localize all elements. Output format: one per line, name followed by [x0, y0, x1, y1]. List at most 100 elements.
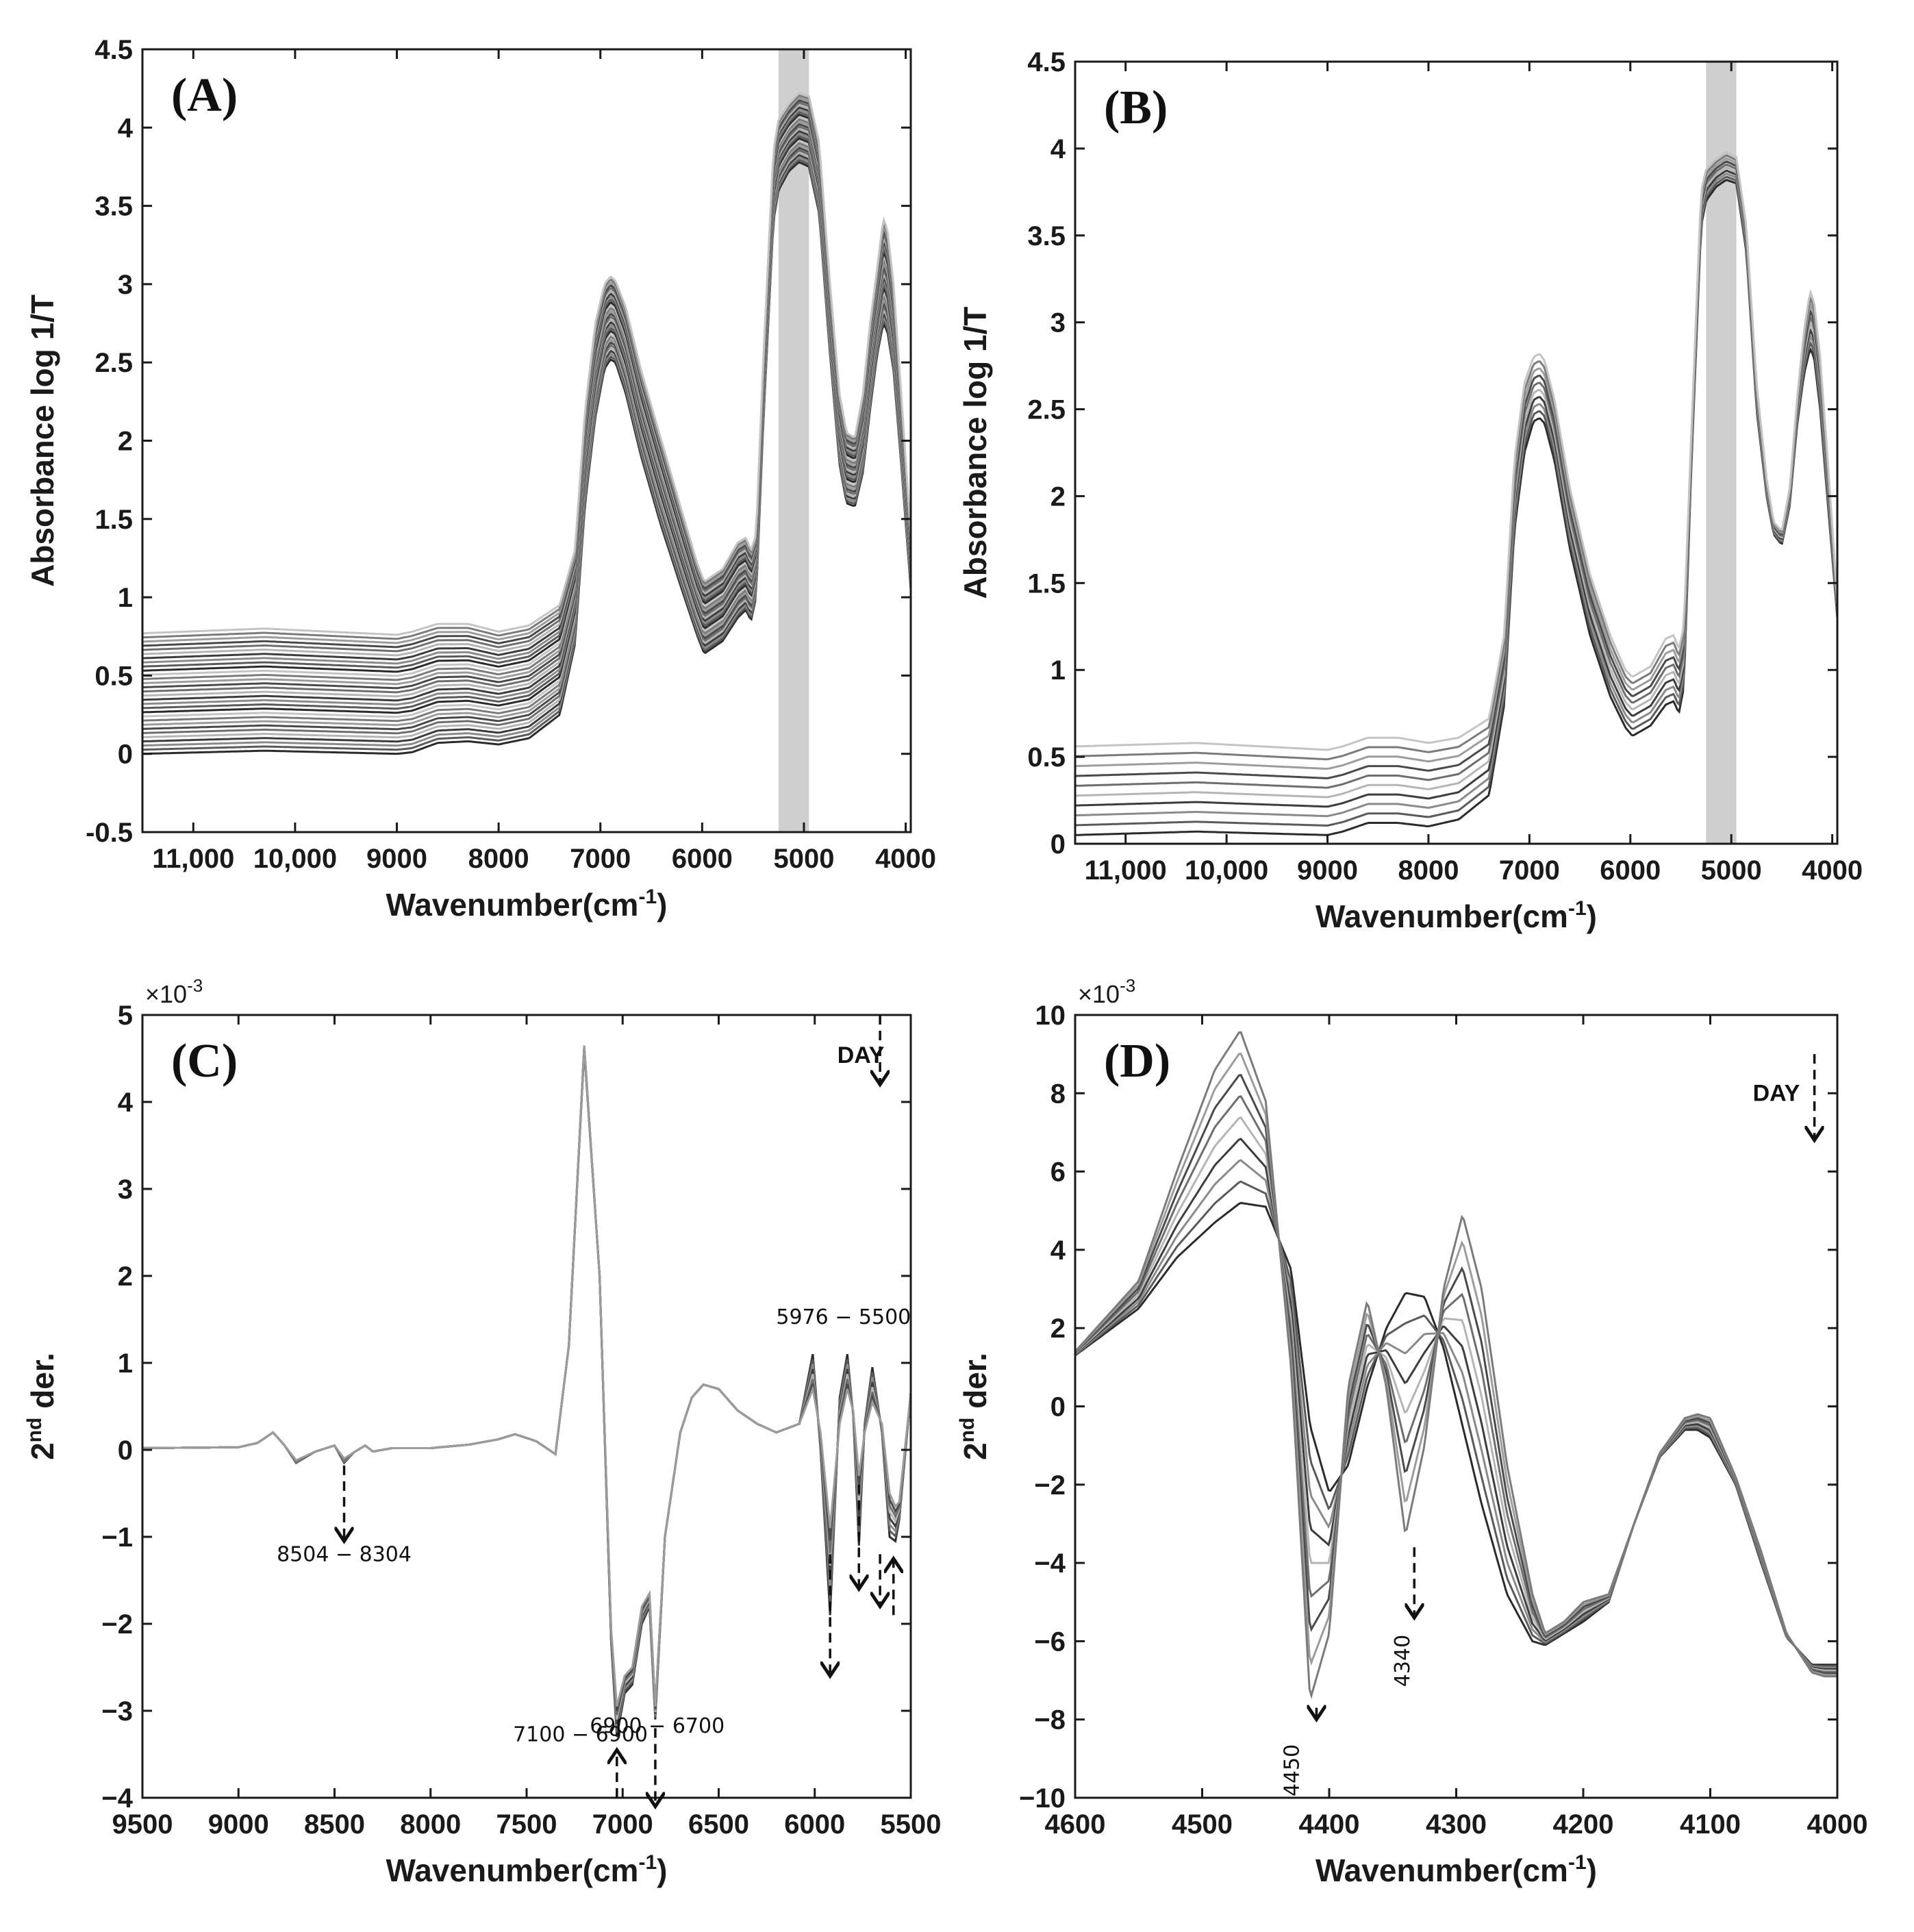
x-axis-label: Wavenumber(cm-1)	[386, 1851, 668, 1888]
y-tick-label: −2	[1034, 1470, 1066, 1501]
plot-frame	[141, 1014, 912, 1799]
y-axis-label: Absorbance log 1/T	[25, 294, 60, 587]
x-tick-label: 9000	[366, 844, 427, 874]
series-line	[142, 1046, 911, 1716]
y-tick-label: 0	[118, 1435, 133, 1466]
y-tick-label: 2.5	[1027, 395, 1066, 425]
series-line	[142, 1047, 911, 1720]
y-multiplier: ×10-3	[1078, 975, 1135, 1008]
y-tick-label: 1	[118, 583, 133, 613]
y-tick-label: 1	[1050, 655, 1066, 686]
panel-label: (B)	[1104, 81, 1168, 134]
series-line	[142, 158, 911, 751]
series-line	[142, 111, 911, 669]
series-line	[142, 116, 911, 677]
series-line	[1075, 166, 1837, 799]
y-tick-label: 3	[1050, 308, 1066, 338]
series-line	[1075, 179, 1837, 836]
series-line	[1075, 160, 1837, 779]
x-tick-label: 11,000	[152, 844, 234, 874]
x-tick-label: 4000	[875, 844, 936, 874]
x-tick-label: 9500	[112, 1809, 173, 1840]
x-axis-label: Wavenumber(cm-1)	[1315, 1851, 1597, 1888]
series-line	[142, 113, 911, 673]
x-tick-label: 6000	[672, 844, 733, 874]
series-line	[142, 1049, 911, 1733]
x-tick-label: 7000	[570, 844, 631, 874]
x-tick-label: 5000	[1701, 855, 1762, 886]
y-tick-label: -0.5	[86, 818, 133, 848]
plot-frame	[1074, 1014, 1839, 1799]
x-tick-label: 10,000	[253, 844, 337, 874]
series-line	[142, 106, 911, 661]
panel-label: (A)	[171, 69, 238, 122]
y-tick-label: 4	[118, 1088, 134, 1118]
annotation-label: 6900 − 6700	[590, 1714, 725, 1738]
annotation-label: 4340	[1391, 1635, 1415, 1687]
annotation-label: 8504 − 8304	[277, 1543, 412, 1567]
x-tick-label: 10,000	[1185, 855, 1268, 886]
panel-d: 4600 4500 4400 4300 4200 4100 4000 −10 −8 −6 −4 −2 0…	[956, 975, 1867, 1888]
series-line	[1075, 173, 1837, 818]
y-tick-label: 0	[118, 740, 133, 770]
y-tick-label: 4	[1050, 1235, 1066, 1266]
x-tick-label: 4000	[1802, 855, 1863, 886]
series-line	[1075, 1159, 1837, 1669]
series-line	[1075, 1180, 1837, 1668]
y-tick-label: 2	[1050, 481, 1066, 512]
x-tick-label: 4500	[1172, 1809, 1233, 1840]
x-tick-label: 9000	[208, 1809, 269, 1840]
y-tick-label: −4	[1034, 1548, 1066, 1579]
x-tick-label: 6000	[784, 1809, 845, 1840]
x-tick-label: 8500	[304, 1809, 365, 1840]
series-line	[1075, 1201, 1837, 1666]
series-line	[142, 140, 911, 718]
y-tick-label: 1.5	[1027, 568, 1066, 599]
y-tick-label: 4	[1050, 134, 1066, 164]
day-label: DAY	[838, 1042, 885, 1068]
series-line	[142, 130, 911, 702]
series-line	[142, 149, 911, 735]
series-line	[142, 101, 911, 653]
series-line	[142, 1048, 911, 1729]
y-tick-label: 2.5	[95, 348, 133, 378]
series-line	[1075, 1116, 1837, 1672]
y-tick-label: −10	[1019, 1783, 1066, 1814]
y-tick-label: 3.5	[95, 192, 133, 222]
annotation-label: 4450	[1280, 1744, 1304, 1796]
series-line	[142, 156, 911, 747]
plot-frame	[1074, 60, 1839, 845]
y-tick-label: 0.5	[1027, 742, 1066, 773]
series-group	[142, 92, 911, 755]
annotation-label: 7100 − 6900	[513, 1722, 648, 1746]
x-tick-label: 4300	[1426, 1809, 1487, 1840]
series-line	[142, 92, 911, 636]
series-line	[142, 118, 911, 681]
series-group	[142, 1045, 911, 1737]
series-line	[142, 103, 911, 657]
y-tick-label: 3	[118, 1175, 133, 1205]
x-axis-label: Wavenumber(cm-1)	[1315, 897, 1597, 934]
x-tick-label: 4200	[1553, 1809, 1614, 1840]
series-line	[1075, 1074, 1837, 1674]
panel-a: 11,000 10,000 9000 8000 7000 6000 5000 4000 -0.5…	[25, 35, 936, 923]
series-line	[142, 1047, 911, 1724]
series-line	[142, 132, 911, 706]
y-tick-label: 6	[1050, 1157, 1066, 1188]
x-tick-label: 4100	[1680, 1809, 1741, 1840]
x-tick-label: 7000	[592, 1809, 653, 1840]
series-line	[1075, 1052, 1837, 1677]
series-line	[142, 123, 911, 690]
series-line	[142, 1049, 911, 1737]
series-line	[142, 127, 911, 698]
series-line	[142, 108, 911, 665]
y-tick-label: −4	[101, 1783, 133, 1814]
series-line	[142, 99, 911, 649]
series-line	[1075, 169, 1837, 808]
y-tick-label: 4.5	[1027, 47, 1066, 77]
series-line	[1075, 1138, 1837, 1670]
x-tick-label: 8000	[468, 844, 529, 874]
x-tick-label: 6500	[688, 1809, 749, 1840]
y-tick-label: −6	[1034, 1627, 1066, 1657]
